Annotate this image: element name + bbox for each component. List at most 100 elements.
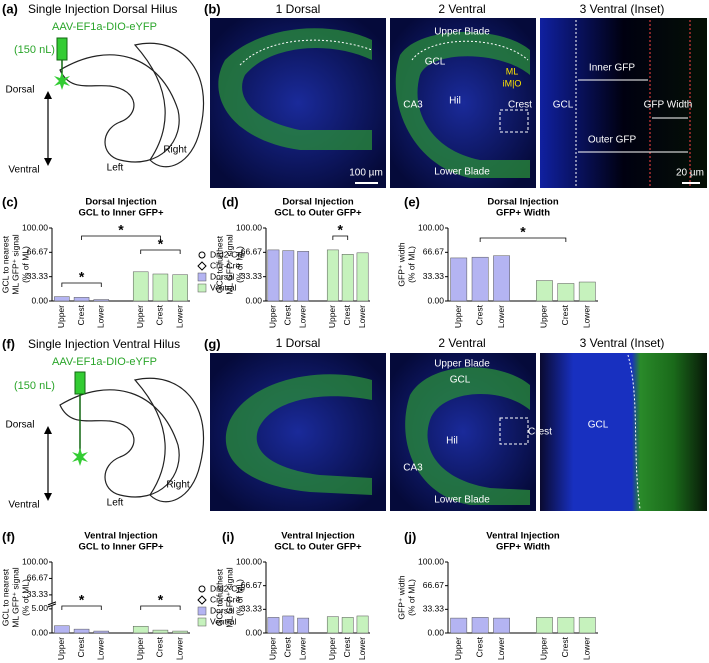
x-tick-label: Upper [268,305,278,328]
y-axis-label: ML GFP⁺ signal [10,567,20,627]
x-tick-label: Lower [496,637,506,660]
significance-label: * [158,236,164,252]
y-axis-label: (% of ML) [20,246,30,283]
x-tick-label: Upper [539,637,549,660]
y-axis-label: GCL to furthest [214,568,224,626]
micrographs: 1 Dorsal 2 Ventral 3 Ventral (Inset) Upp… [210,336,707,511]
y-tick-label: 100.00 [418,222,444,232]
region-label: Hil [446,436,458,447]
significance-label: * [118,222,124,238]
x-tick-label: Lower [357,305,367,328]
bar [326,616,339,634]
granule-region [225,374,372,495]
y-axis-label: ML GFP⁺ signal [224,234,234,294]
bar [54,296,70,302]
y-axis-label: ML GFP⁺ signal [224,567,234,627]
hemisphere-outline [133,42,205,168]
bar [557,283,575,302]
view-label: 3 Ventral (Inset) [580,336,665,350]
significance-label: * [158,592,164,608]
bar [450,617,468,634]
panel-label: (d) [222,194,239,209]
axis-break [47,601,57,606]
chart-title: GFP+ Width [496,208,550,219]
x-tick-label: Lower [96,637,106,660]
measure-label: Inner GFP [589,63,635,74]
micrographs: 1 Dorsal 2 Ventral 3 Ventral (Inset) Upp… [210,2,707,188]
panel-label: (a) [2,1,18,16]
y-tick-label: 100.00 [22,556,48,566]
diagram-title: Single Injection Ventral Hilus [28,337,180,351]
y-axis-label: (% of ML) [406,579,416,616]
diagram: Single Injection Dorsal Hilus AAV-EF1a-D… [6,2,205,176]
y-tick-label: 100.00 [22,222,48,232]
gcl-boundary [627,354,641,510]
direction-label: Dorsal [6,420,35,431]
significance-bracket [140,605,181,610]
region-label: GCL [588,420,609,431]
arrow-head [44,493,52,501]
y-tick-label: 33.33 [27,589,49,599]
chart-title: GCL to Inner GFP+ [78,208,164,219]
bar [578,281,596,302]
y-tick-label: 33.33 [423,271,445,281]
y-axis-label: GFP⁺ width [396,575,406,619]
panel-label: (c) [2,194,18,209]
view-label: 2 Ventral [438,336,485,350]
bar [341,254,354,302]
view-label: 2 Ventral [438,2,485,16]
panel-label: (b) [204,1,221,16]
x-tick-label: Crest [560,304,570,325]
legend-swatch [197,272,207,282]
granule-region [218,28,372,150]
legend-label: Ventral [210,616,237,626]
diagram-title: Single Injection Dorsal Hilus [28,2,177,16]
region-label: GCL [425,57,446,68]
x-tick-label: Lower [582,637,592,660]
legend-marker [198,585,206,593]
y-axis-label: (% of ML) [406,246,416,283]
bar [578,617,596,634]
x-tick-label: Crest [474,304,484,325]
injection-site [72,448,88,466]
region-label: Upper Blade [434,359,490,370]
region-label: GCL [553,100,574,111]
x-tick-label: Upper [327,305,337,328]
y-tick-label: 0.00 [427,295,444,305]
y-tick-label: 33.33 [27,271,49,281]
chart-title: Ventral Injection [84,531,158,542]
significance-bracket [332,235,349,240]
axis-break [47,603,57,608]
micrograph [540,353,707,511]
bar [73,297,90,302]
x-tick-label: Lower [96,305,106,328]
legend-label: Crlr-Cre [210,594,240,604]
panel-label: (f) [2,336,15,351]
bar [132,625,149,634]
x-tick-label: Lower [582,305,592,328]
y-tick-label: 100.00 [236,556,262,566]
direction-label: Dorsal [6,85,35,96]
significance-bracket [81,235,161,240]
bar [493,255,510,302]
y-tick-label: 33.33 [241,271,263,281]
bar [297,617,310,634]
legend-swatch [197,606,207,616]
chart-title: GCL to Outer GFP+ [274,208,362,219]
inset-box [499,417,529,445]
x-tick-label: Crest [283,636,293,657]
y-tick-label: 66.67 [27,573,49,583]
bar [267,249,280,302]
legend-label: Drd2-Cre [210,583,245,593]
injection-site [54,72,70,90]
diagram: Single Injection Ventral Hilus AAV-EF1a-… [6,337,205,511]
legend-label: Crlr-Cre [210,260,240,270]
y-axis-label: GCL to nearest [0,235,10,293]
chart-title: Dorsal Injection [487,197,558,208]
legend-swatch [197,283,207,293]
arrow-head [44,158,52,166]
